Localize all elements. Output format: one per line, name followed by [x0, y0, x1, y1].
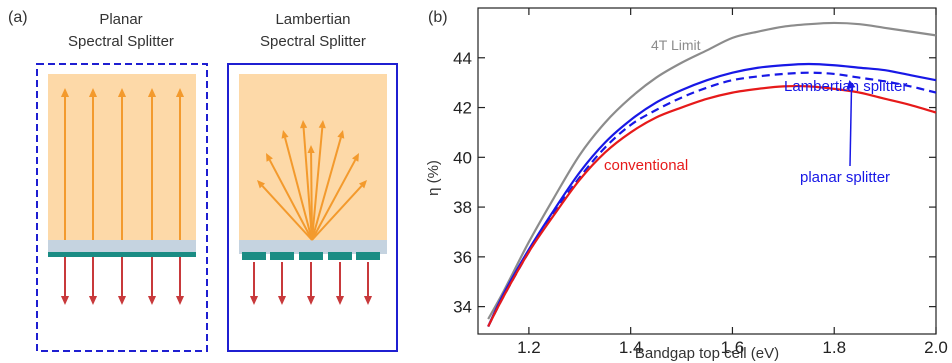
planar-transmitted-arrow — [175, 257, 185, 305]
planar-annotation-arrow-line — [849, 88, 853, 167]
annotation-conventional: conventional — [604, 157, 688, 174]
x-tick-label: 1.6 — [721, 338, 745, 357]
y-tick-label: 38 — [453, 198, 472, 217]
lambertian-top-region — [239, 74, 387, 244]
lambertian-scattered-arrow — [307, 145, 315, 241]
lambertian-transmitted-arrows — [249, 262, 373, 305]
lambertian-transmitted-arrow — [249, 262, 259, 305]
planar-title-line1: Planar — [99, 11, 142, 28]
lambertian-transmitted-arrow — [363, 262, 373, 305]
x-tick-label: 1.4 — [619, 338, 643, 357]
lambertian-scattered-arrow — [266, 153, 313, 241]
lambertian-reflected-arrows — [257, 120, 367, 241]
annotation-planar-splitter: planar splitter — [800, 169, 890, 186]
y-tick-label: 36 — [453, 248, 472, 267]
planar-reflector — [48, 252, 196, 257]
lambertian-scattered-arrow — [281, 130, 313, 241]
lambertian-transmitted-arrow — [335, 262, 345, 305]
lambertian-title-line1: Lambertian — [275, 11, 350, 28]
planar-splitter-layer — [48, 240, 196, 254]
planar-transmitted-arrow — [117, 257, 127, 305]
lambertian-reflector-segments — [242, 252, 380, 260]
y-axis-ticks: 34 36 38 40 42 44 — [453, 49, 936, 317]
panel-b-label: (b) — [428, 9, 448, 26]
planar-reflected-arrow — [117, 88, 127, 240]
reflector-segment — [356, 252, 380, 260]
reflector-segment — [242, 252, 266, 260]
curve-annotations: 4T Limit Lambertian splitter planar spli… — [604, 37, 907, 186]
reflector-segment — [299, 252, 323, 260]
series-lambertian-splitter — [487, 62, 937, 328]
lambertian-scattered-arrow — [311, 120, 326, 241]
y-axis-label: η (%) — [425, 160, 442, 196]
panel-a-label: (a) — [8, 9, 28, 26]
planar-title-line2: Spectral Splitter — [68, 33, 174, 50]
lambertian-splitter-layer — [239, 240, 387, 254]
lambertian-transmitted-arrow — [306, 262, 316, 305]
planar-reflected-arrow — [175, 88, 185, 240]
x-axis-label: Bandgap top cell (eV) — [635, 345, 779, 362]
reflector-segment — [328, 252, 352, 260]
planar-annotation-arrow-head — [846, 80, 856, 90]
series-planar-splitter — [487, 71, 937, 328]
y-tick-label: 40 — [453, 148, 472, 167]
planar-transmitted-arrows — [60, 257, 185, 305]
reflector-segment — [270, 252, 294, 260]
x-tick-label: 1.8 — [822, 338, 846, 357]
lambertian-scattered-arrow — [311, 180, 367, 241]
planar-transmitted-arrow — [60, 257, 70, 305]
y-tick-label: 44 — [453, 49, 472, 68]
x-tick-label: 2.0 — [924, 338, 948, 357]
panel-a: (a) Planar Spectral Splitter Lambertian … — [8, 9, 398, 352]
annotation-4t-limit: 4T Limit — [651, 37, 701, 53]
series-conventional — [487, 84, 937, 328]
lambertian-transmitted-arrow — [277, 262, 287, 305]
series-4t-limit — [487, 21, 937, 320]
y-tick-label: 42 — [453, 99, 472, 118]
curves — [487, 21, 937, 328]
lambertian-title-line2: Spectral Splitter — [260, 33, 366, 50]
planar-reflected-arrow — [60, 88, 70, 240]
plot-frame — [477, 7, 937, 335]
lambertian-frame — [227, 63, 398, 352]
planar-transmitted-arrow — [88, 257, 98, 305]
planar-reflected-arrow — [147, 88, 157, 240]
lambertian-scattered-arrow — [311, 130, 345, 241]
planar-reflected-arrows — [60, 88, 185, 240]
lambertian-scattered-arrow — [311, 153, 359, 241]
lambertian-scattered-arrow — [257, 180, 313, 241]
y-tick-label: 34 — [453, 298, 472, 317]
planar-transmitted-arrow — [147, 257, 157, 305]
x-tick-label: 1.2 — [517, 338, 541, 357]
panel-b: (b) 1.2 1.4 1.6 1.8 2.0 34 36 38 40 42 44 Bandgap… — [425, 7, 948, 362]
planar-reflected-arrow — [88, 88, 98, 240]
lambertian-scattered-arrow — [300, 120, 313, 241]
annotation-lambertian-splitter: Lambertian splitter — [784, 78, 907, 95]
x-axis-ticks: 1.2 1.4 1.6 1.8 2.0 — [517, 8, 948, 357]
planar-frame — [36, 63, 208, 352]
